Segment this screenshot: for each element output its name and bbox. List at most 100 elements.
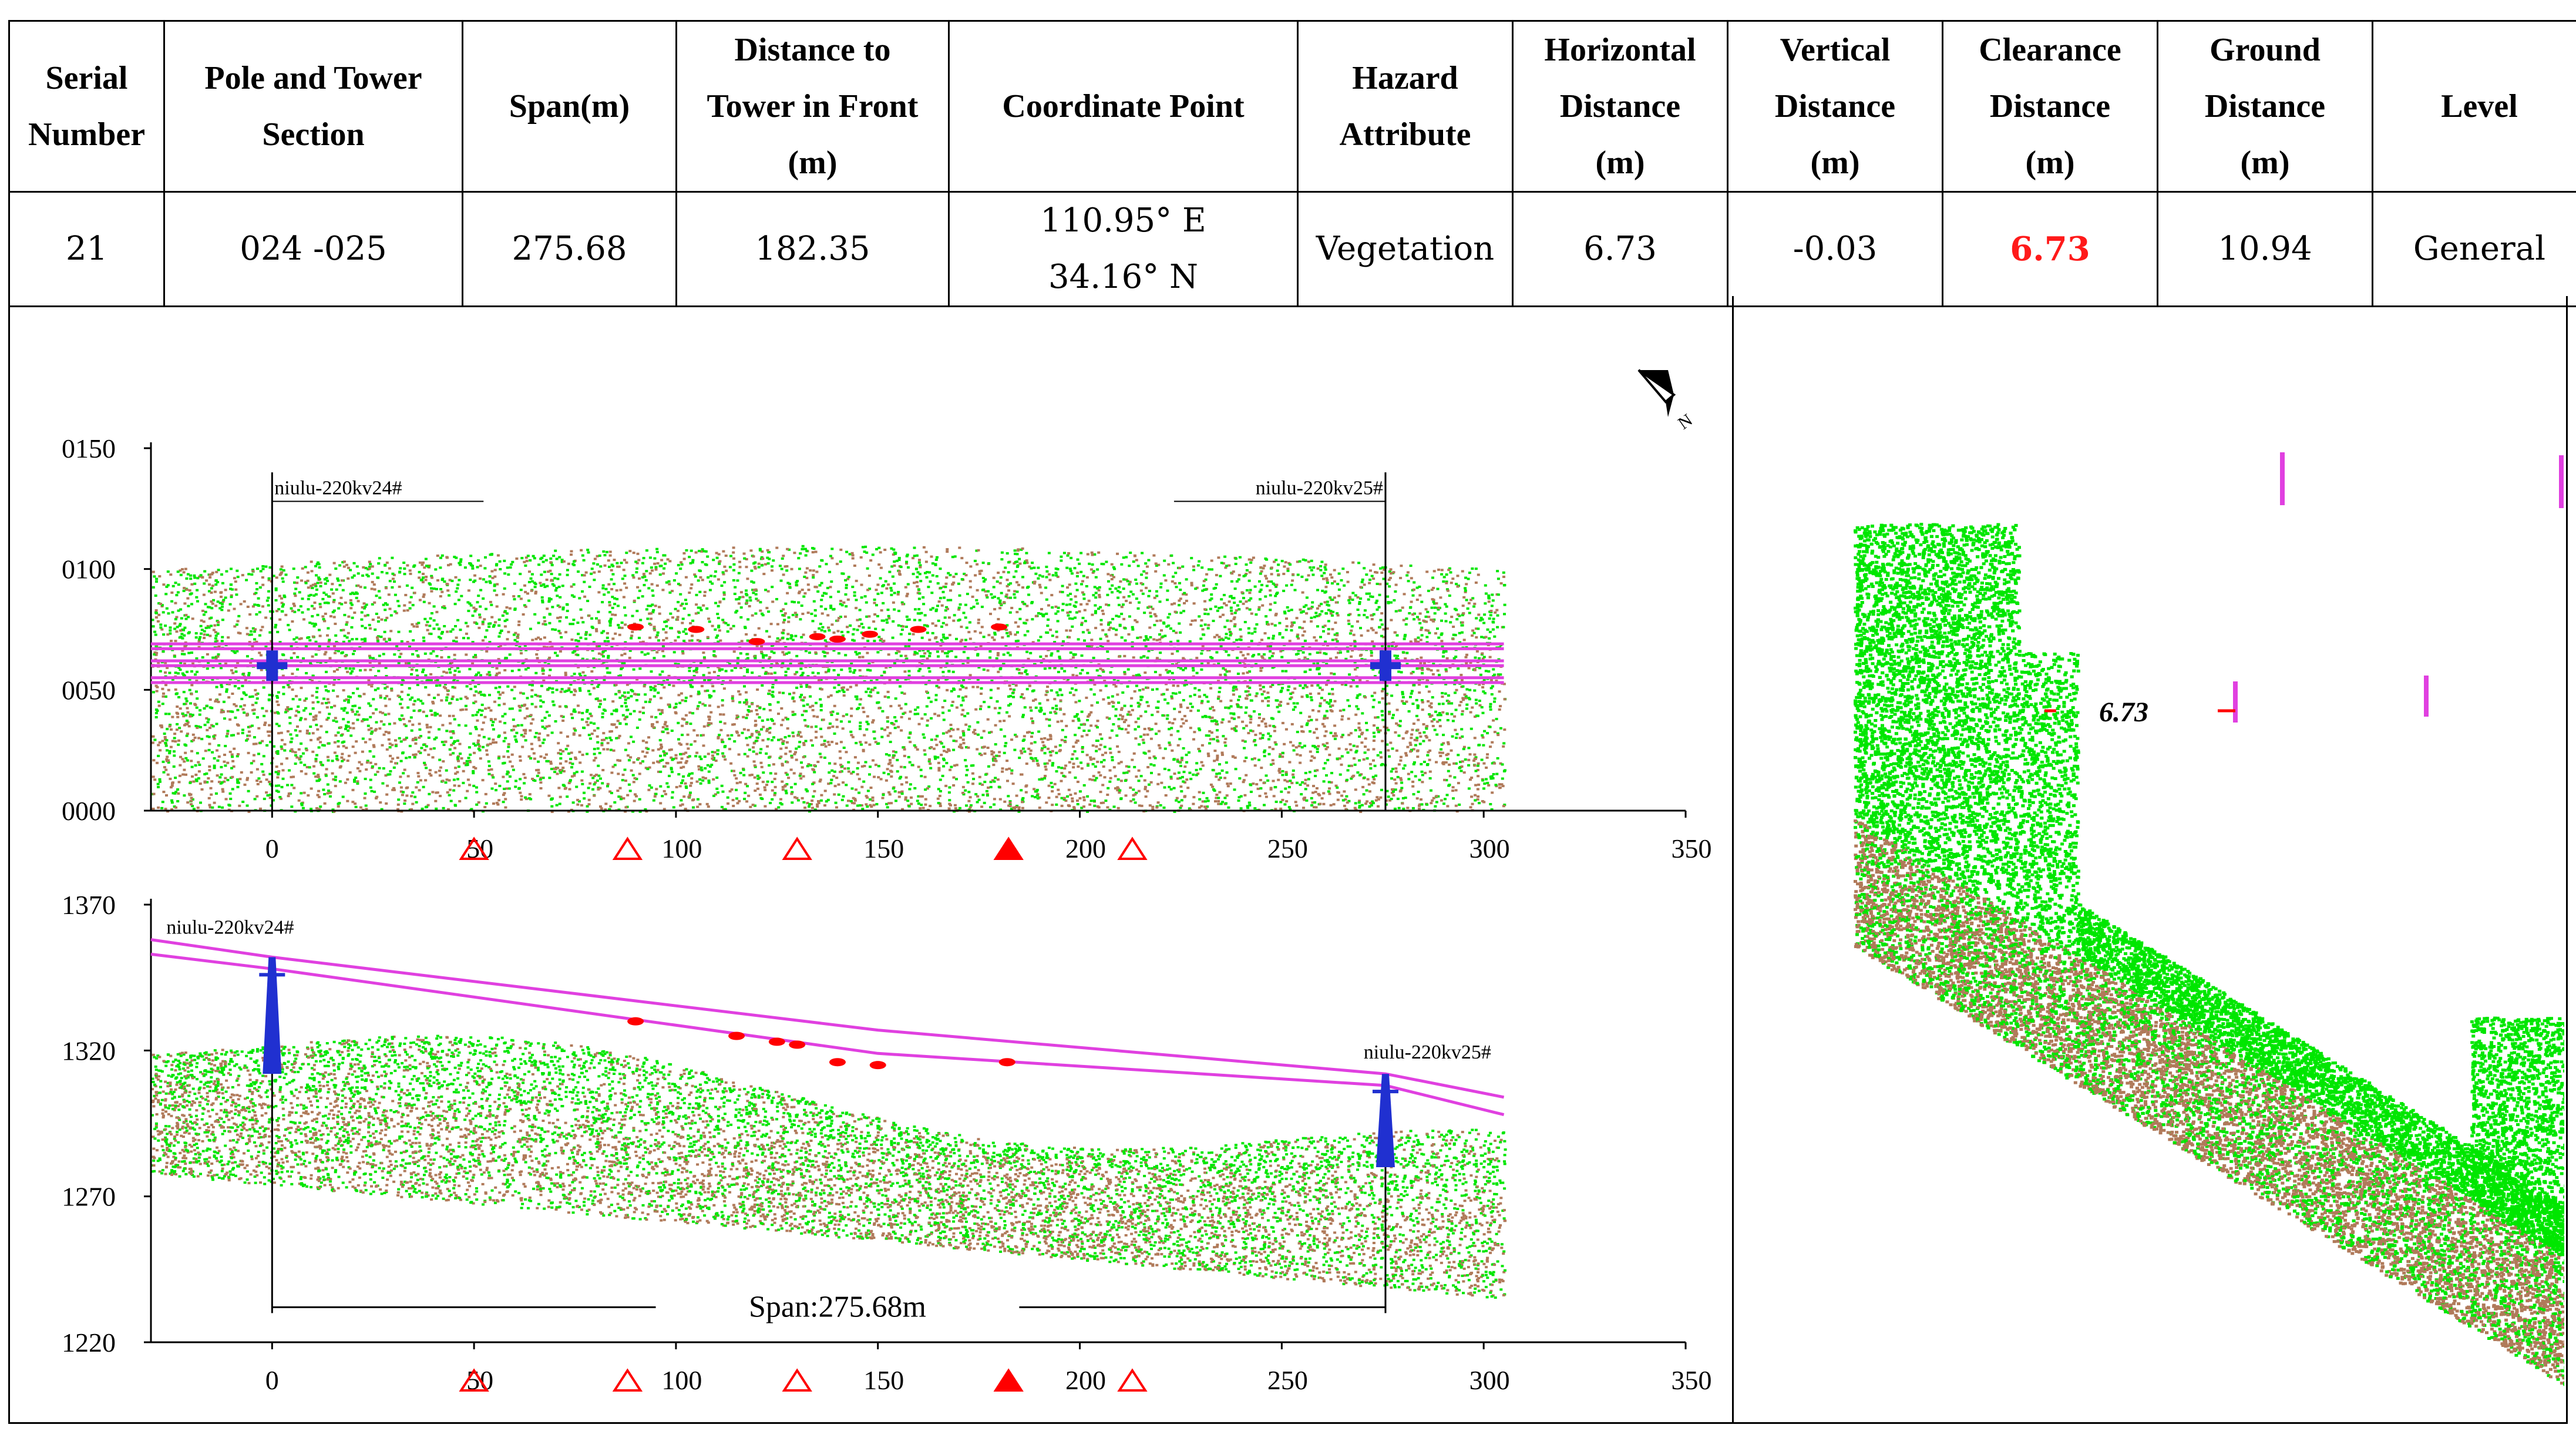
conductor-line bbox=[150, 952, 1505, 1117]
y-tick-label: 1270 bbox=[62, 1182, 116, 1212]
x-tick-label: 350 bbox=[1672, 834, 1712, 864]
x-tick-label: 200 bbox=[1065, 1365, 1106, 1395]
hazard-triangle-outline-icon bbox=[782, 836, 812, 860]
hazard-attribute-header: Hazard Attribute bbox=[1297, 20, 1514, 193]
hazard-point bbox=[869, 1061, 886, 1070]
hazard-point bbox=[728, 1032, 745, 1040]
tower-section-cell: 024 -025 bbox=[163, 191, 463, 307]
hazard-point bbox=[861, 630, 878, 638]
coordinate-cell: 110.95° E 34.16° N bbox=[948, 191, 1299, 307]
ground-distance-header-line: Distance bbox=[2162, 78, 2368, 135]
x-tick-label: 150 bbox=[863, 1365, 904, 1395]
x-tick-label: 350 bbox=[1672, 1365, 1712, 1395]
vertical-distance-cell: -0.03 bbox=[1727, 191, 1943, 307]
hazard-attribute-header-line: Attribute bbox=[1302, 106, 1508, 163]
hazard-triangle-outline-icon bbox=[1117, 1368, 1148, 1392]
span-header-line: Span(m) bbox=[467, 78, 672, 135]
tower-marker-arm bbox=[1370, 662, 1401, 670]
coordinate-point-header-line: Coordinate Point bbox=[953, 78, 1293, 135]
tower-label: niulu-220kv24# bbox=[274, 477, 402, 499]
tower-icon bbox=[259, 957, 285, 1074]
span-cell: 275.68 bbox=[462, 191, 677, 307]
x-tick-label: 200 bbox=[1065, 834, 1106, 864]
table-row: 21 024 -025 275.68 182.35 110.95° E 34.1… bbox=[8, 191, 2576, 307]
hazard-point bbox=[910, 626, 927, 633]
vertical-distance-header-line: (m) bbox=[1732, 135, 1938, 191]
table-header-row: Serial Number Pole and Tower Section Span(m)… bbox=[8, 20, 2576, 193]
vertical-distance-header-line: Distance bbox=[1732, 78, 1938, 135]
ground-distance-header-line: (m) bbox=[2162, 135, 2368, 191]
x-tick-label: 100 bbox=[661, 834, 702, 864]
clearance-distance-header-line: Distance bbox=[1947, 78, 2153, 135]
figure-panel bbox=[8, 296, 2568, 1424]
north-arrow-icon: N bbox=[1637, 369, 1696, 434]
serial-number-cell: 21 bbox=[8, 191, 165, 307]
tower-section-header: Pole and Tower Section bbox=[163, 20, 463, 193]
hazard-point bbox=[789, 1040, 806, 1049]
horizontal-distance-header-line: Horizontal bbox=[1517, 22, 1723, 78]
y-tick-label: 0150 bbox=[62, 434, 116, 463]
cross-section-cloud bbox=[1854, 523, 2564, 1386]
hazard-point bbox=[748, 638, 765, 646]
distance-front-header-line: Distance to bbox=[681, 22, 944, 78]
hazard-point bbox=[829, 1058, 846, 1067]
hazard-point bbox=[627, 623, 644, 631]
horizontal-distance-header-line: (m) bbox=[1517, 135, 1723, 191]
coordinate-point-header: Coordinate Point bbox=[948, 20, 1299, 193]
vertical-distance-header-line: Vertical bbox=[1732, 22, 1938, 78]
tower-label: niulu-220kv24# bbox=[166, 916, 294, 938]
clearance-label: 6.73 bbox=[2099, 697, 2148, 728]
tower-label: niulu-220kv25# bbox=[1256, 477, 1383, 499]
conductor-line bbox=[150, 938, 1505, 1099]
hazard-triangle-filled-icon bbox=[993, 1368, 1024, 1392]
span-label: Span:275.68m bbox=[749, 1290, 926, 1323]
y-tick-label: 0050 bbox=[62, 675, 116, 705]
x-tick-label: 0 bbox=[265, 834, 279, 864]
tower-marker-arm bbox=[257, 662, 288, 670]
vertical-distance-header: Vertical Distance (m) bbox=[1727, 20, 1943, 193]
hazard-point bbox=[768, 1037, 785, 1046]
hazard-triangle-filled-icon bbox=[993, 836, 1024, 860]
hazard-point bbox=[809, 633, 826, 640]
y-tick-label: 1220 bbox=[62, 1328, 116, 1358]
x-tick-label: 0 bbox=[265, 1365, 279, 1395]
horizontal-distance-header-line: Distance bbox=[1517, 78, 1723, 135]
coordinate-longitude: 110.95° E bbox=[953, 193, 1293, 249]
clearance-distance-header: Clearance Distance (m) bbox=[1942, 20, 2158, 193]
ground-distance-header-line: Ground bbox=[2162, 22, 2368, 78]
hazard-triangle-outline-icon bbox=[1117, 836, 1148, 860]
hazard-triangle-outline-icon bbox=[459, 1368, 489, 1392]
cross-section-view: 6.73 bbox=[1854, 452, 2564, 1386]
point-cloud bbox=[151, 1034, 1507, 1299]
clearance-distance-cell: 6.73 bbox=[1942, 191, 2158, 307]
x-tick-label: 250 bbox=[1267, 834, 1308, 864]
hazard-attribute-header-line: Hazard bbox=[1302, 50, 1508, 106]
y-tick-label: 0100 bbox=[62, 555, 116, 584]
x-tick-label: 150 bbox=[863, 834, 904, 864]
serial-number-header-line: Serial bbox=[14, 50, 160, 106]
tower-icon bbox=[1372, 1074, 1398, 1167]
clearance-distance-header-line: Clearance bbox=[1947, 22, 2153, 78]
level-header-line: Level bbox=[2377, 78, 2576, 135]
hazard-triangle-outline-icon bbox=[612, 836, 643, 860]
hazard-point bbox=[627, 1017, 644, 1026]
tower-label: niulu-220kv25# bbox=[1364, 1041, 1491, 1063]
distance-front-header-line: (m) bbox=[681, 135, 944, 191]
hazard-table: Serial Number Pole and Tower Section Span(m)… bbox=[8, 20, 2576, 307]
level-cell: General bbox=[2372, 191, 2576, 307]
hazard-triangle-outline-icon bbox=[782, 1368, 812, 1392]
x-tick-label: 100 bbox=[661, 1365, 702, 1395]
horizontal-distance-header: Horizontal Distance (m) bbox=[1512, 20, 1728, 193]
hazard-point bbox=[829, 635, 846, 643]
level-header: Level bbox=[2372, 20, 2576, 193]
distance-front-cell: 182.35 bbox=[675, 191, 950, 307]
hazard-point bbox=[688, 626, 705, 633]
hazard-attribute-cell: Vegetation bbox=[1297, 191, 1514, 307]
distance-front-header: Distance to Tower in Front (m) bbox=[675, 20, 950, 193]
y-tick-label: 1370 bbox=[62, 890, 116, 920]
y-tick-label: 0000 bbox=[62, 796, 116, 826]
hazard-triangle-outline-icon bbox=[459, 836, 489, 860]
tower-section-header-line: Pole and Tower bbox=[169, 50, 458, 106]
